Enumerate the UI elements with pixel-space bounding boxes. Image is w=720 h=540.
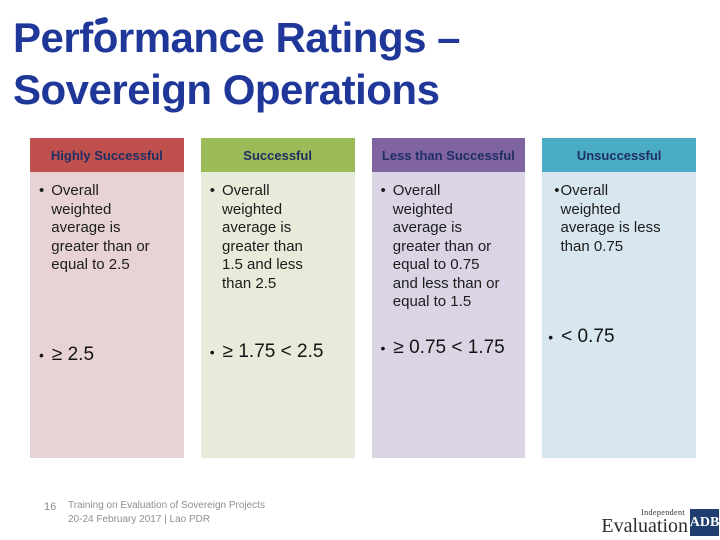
bullet-icon: • <box>209 344 215 360</box>
range-text: ≥ 2.5 <box>51 344 95 365</box>
logo-evaluation-label: Evaluation <box>601 515 688 537</box>
column-header: Unsuccessful <box>542 138 696 172</box>
column-body: • Overall weighted average is less than … <box>542 172 696 458</box>
bullet-icon: • <box>39 182 45 199</box>
criteria-bullet: • Overall weighted average is greater th… <box>30 172 184 275</box>
column-header: Less than Successful <box>371 138 526 172</box>
footer-line2: 20-24 February 2017 | Lao PDR <box>68 514 211 525</box>
footer-text: Training on Evaluation of Sovereign Proj… <box>68 499 265 527</box>
criteria-text: Overall weighted average is less than 0.… <box>560 182 661 255</box>
rating-column-less-than-successful: Less than Successful • Overall weighted … <box>371 138 526 458</box>
rating-column-unsuccessful: Unsuccessful • Overall weighted average … <box>542 138 696 458</box>
logo-wordmark: Independent Evaluation <box>601 508 688 536</box>
range-bullet: • < 0.75 <box>548 326 615 347</box>
criteria-bullet: • Overall weighted average is greater th… <box>372 172 526 312</box>
range-text: < 0.75 <box>561 326 615 347</box>
column-header: Highly Successful <box>30 138 184 172</box>
bullet-icon: • <box>209 182 216 199</box>
range-text: ≥ 0.75 < 1.75 <box>393 337 505 358</box>
bullet-icon: • <box>554 182 560 199</box>
criteria-text: Overall weighted average is greater than… <box>222 182 303 292</box>
page-number: 16 <box>44 501 57 513</box>
criteria-bullet: • Overall weighted average is greater th… <box>201 172 355 293</box>
range-bullet: • ≥ 1.75 < 2.5 <box>209 341 324 362</box>
bullet-icon: • <box>380 340 386 356</box>
bullet-icon: • <box>39 347 44 363</box>
column-body: • Overall weighted average is greater th… <box>30 172 184 458</box>
criteria-bullet: • Overall weighted average is less than … <box>542 172 696 256</box>
rating-column-successful: Successful • Overall weighted average is… <box>200 138 355 458</box>
independent-evaluation-adb-logo: Independent Evaluation ADB <box>601 508 719 536</box>
bullet-icon: • <box>380 182 386 199</box>
column-body: • Overall weighted average is greater th… <box>371 172 526 458</box>
adb-badge-icon: ADB <box>690 509 719 536</box>
slide-title-line1: Performance Ratings – <box>13 14 461 61</box>
range-bullet: • ≥ 0.75 < 1.75 <box>380 337 505 358</box>
range-text: ≥ 1.75 < 2.5 <box>222 341 324 362</box>
criteria-text: Overall weighted average is greater than… <box>51 182 150 273</box>
column-body: • Overall weighted average is greater th… <box>200 172 355 458</box>
footer-line1: Training on Evaluation of Sovereign Proj… <box>68 500 265 511</box>
ratings-table: Highly Successful • Overall weighted ave… <box>30 138 696 458</box>
range-bullet: • ≥ 2.5 <box>39 344 95 365</box>
slide-title: Performance Ratings – Sovereign Operatio… <box>13 12 461 116</box>
bullet-icon: • <box>548 329 554 345</box>
criteria-text: Overall weighted average is greater than… <box>392 182 500 310</box>
rating-column-highly-successful: Highly Successful • Overall weighted ave… <box>30 138 184 458</box>
logo-independent-label: Independent <box>641 508 685 517</box>
column-header: Successful <box>200 138 355 172</box>
slide-title-line2: Sovereign Operations <box>13 66 440 113</box>
